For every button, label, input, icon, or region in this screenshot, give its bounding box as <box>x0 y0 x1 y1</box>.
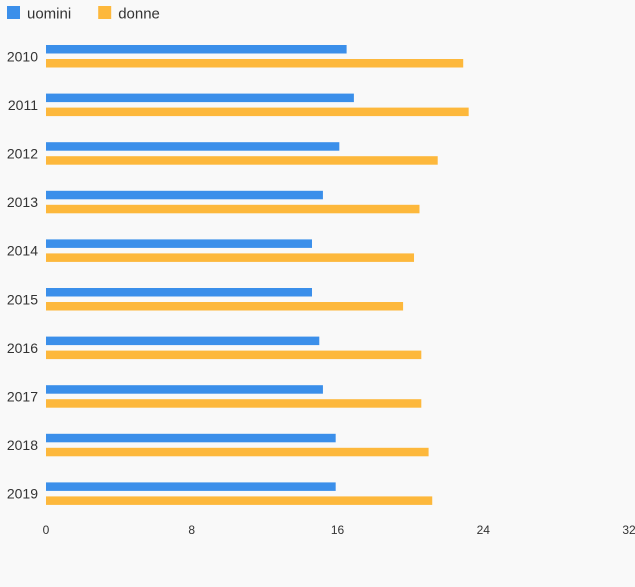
legend-swatch-uomini[interactable] <box>7 6 20 19</box>
bar-uomini-2012 <box>46 142 340 151</box>
bar-donne-2019 <box>46 496 433 505</box>
bars <box>46 45 469 505</box>
bar-donne-2018 <box>46 447 429 457</box>
x-tick-label-8: 8 <box>188 523 195 537</box>
y-tick-label-2014: 2014 <box>7 243 38 259</box>
x-tick-label-16: 16 <box>331 523 345 537</box>
x-tick-label-32: 32 <box>622 523 635 537</box>
y-tick-label-2011: 2011 <box>8 97 38 113</box>
bar-donne-2015 <box>46 302 404 311</box>
bar-donne-2010 <box>46 59 464 68</box>
y-tick-label-2017: 2017 <box>7 388 38 404</box>
y-axis-tick-labels: 2010 2011 2012 2013 2014 2015 2016 2017 2018 2019 <box>7 48 38 501</box>
bar-donne-2012 <box>46 156 438 165</box>
bar-uomini-2016 <box>46 336 320 346</box>
bar-uomini-2017 <box>46 385 323 394</box>
y-tick-label-2019: 2019 <box>7 486 38 502</box>
y-tick-label-2012: 2012 <box>7 145 38 161</box>
bar-uomini-2018 <box>46 433 336 443</box>
legend-swatch-donne[interactable] <box>98 6 112 19</box>
x-tick-label-0: 0 <box>43 523 50 537</box>
bar-donne-2017 <box>46 399 422 408</box>
y-tick-label-2015: 2015 <box>7 291 38 307</box>
bar-uomini-2010 <box>46 45 347 54</box>
bar-uomini-2019 <box>46 482 336 491</box>
legend-label-uomini[interactable]: uomini <box>27 6 71 23</box>
bar-uomini-2013 <box>46 190 323 200</box>
chart-legend[interactable]: uomini donne <box>7 6 160 23</box>
y-tick-label-2013: 2013 <box>7 194 38 210</box>
bar-donne-2014 <box>46 253 415 262</box>
bar-donne-2011 <box>46 107 469 117</box>
y-tick-label-2016: 2016 <box>7 340 38 356</box>
bar-uomini-2014 <box>46 239 312 248</box>
y-tick-label-2010: 2010 <box>7 48 38 64</box>
bar-donne-2013 <box>46 204 420 214</box>
legend-label-donne[interactable]: donne <box>118 6 160 23</box>
bar-donne-2016 <box>46 350 422 360</box>
x-tick-label-24: 24 <box>477 523 491 537</box>
bar-uomini-2015 <box>46 288 312 297</box>
x-axis-tick-labels: 0 8 16 24 32 <box>43 523 635 537</box>
y-tick-label-2018: 2018 <box>7 437 38 453</box>
bar-uomini-2011 <box>46 93 354 103</box>
